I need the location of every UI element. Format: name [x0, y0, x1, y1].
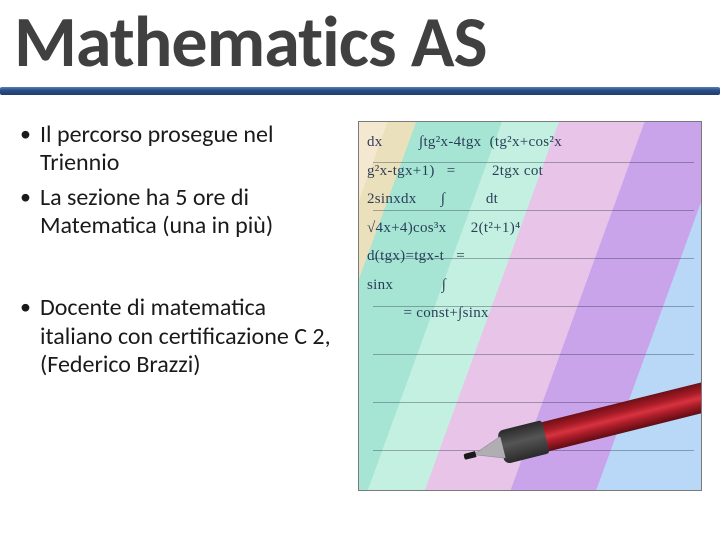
math-line: dx ∫tg²x-4tgx (tg²x+cos²x: [367, 134, 562, 150]
list-item: Il percorso prosegue nel Triennio: [18, 121, 340, 178]
page-title: Mathematics AS: [14, 0, 706, 78]
math-line: d(tgx)=tgx-t =: [367, 248, 465, 264]
math-line: g²x-tgx+1) = 2tgx cot: [367, 163, 543, 179]
math-line: √4x+4)cos³x 2(t²+1)⁴: [367, 220, 521, 236]
content-area: Il percorso prosegue nel Triennio La sez…: [0, 95, 720, 491]
math-image: dx ∫tg²x-4tgx (tg²x+cos²x g²x-tgx+1) = 2…: [358, 121, 702, 491]
math-line: 2sinxdx ∫ dt: [367, 191, 498, 207]
math-line: sinx ∫: [367, 277, 446, 293]
list-item: Docente di matematica italiano con certi…: [18, 294, 340, 379]
title-area: Mathematics AS: [0, 0, 720, 95]
list-item: La sezione ha 5 ore di Matematica (una i…: [18, 184, 340, 241]
math-line: = const+∫sinx: [367, 305, 489, 321]
bullet-gap: [18, 246, 340, 294]
pen-cone: [471, 437, 505, 466]
bullet-group-1: Il percorso prosegue nel Triennio La sez…: [18, 121, 340, 240]
bullet-group-2: Docente di matematica italiano con certi…: [18, 294, 340, 379]
bullet-column: Il percorso prosegue nel Triennio La sez…: [18, 121, 340, 491]
title-underline: [0, 87, 720, 95]
